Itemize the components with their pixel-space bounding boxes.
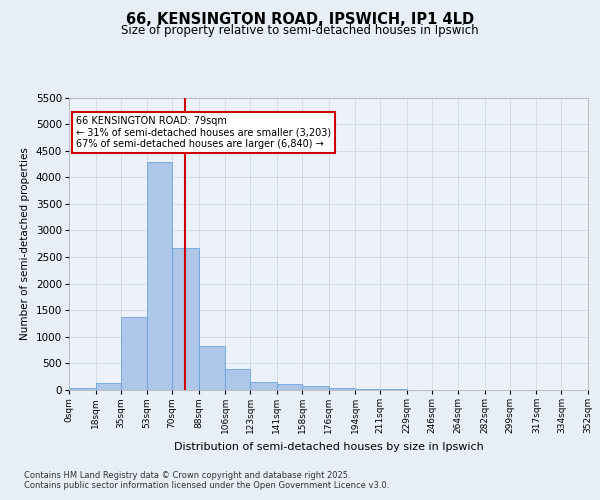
Bar [277,384,302,390]
Bar [329,388,355,390]
Y-axis label: Number of semi-detached properties: Number of semi-detached properties [20,148,30,340]
Bar [147,162,172,390]
Text: Contains public sector information licensed under the Open Government Licence v3: Contains public sector information licen… [24,481,389,490]
Text: Size of property relative to semi-detached houses in Ipswich: Size of property relative to semi-detach… [121,24,479,37]
Bar [225,368,250,390]
Text: 66, KENSINGTON ROAD, IPSWICH, IP1 4LD: 66, KENSINGTON ROAD, IPSWICH, IP1 4LD [126,12,474,28]
Bar [355,389,380,390]
Bar [69,388,95,390]
Text: 66 KENSINGTON ROAD: 79sqm
← 31% of semi-detached houses are smaller (3,203)
67% : 66 KENSINGTON ROAD: 79sqm ← 31% of semi-… [76,116,331,150]
Bar [121,317,147,390]
Text: Distribution of semi-detached houses by size in Ipswich: Distribution of semi-detached houses by … [174,442,484,452]
Text: Contains HM Land Registry data © Crown copyright and database right 2025.: Contains HM Land Registry data © Crown c… [24,471,350,480]
Bar [172,248,199,390]
Bar [302,386,329,390]
Bar [199,346,225,390]
Bar [250,382,277,390]
Bar [95,383,121,390]
